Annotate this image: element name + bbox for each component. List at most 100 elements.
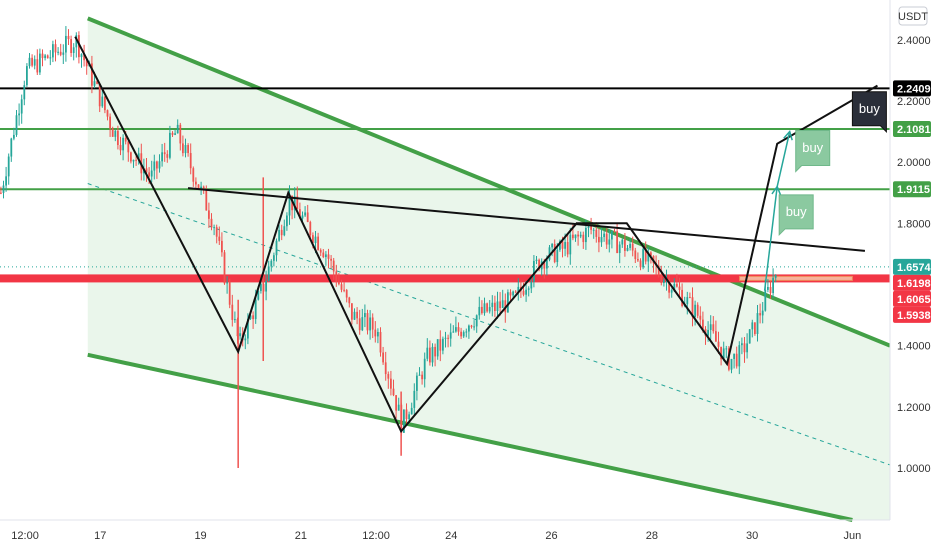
candle xyxy=(533,255,535,288)
price-tag: 1.9115 xyxy=(893,181,931,198)
candle xyxy=(62,44,65,64)
candle xyxy=(366,309,369,335)
candle xyxy=(712,316,715,334)
candle xyxy=(405,403,408,426)
candle xyxy=(306,204,309,223)
candle xyxy=(579,231,582,239)
candle xyxy=(226,276,228,294)
candle xyxy=(767,279,769,293)
candle xyxy=(104,96,106,114)
candle xyxy=(709,315,712,340)
price-tag: 1.6065 xyxy=(893,290,931,307)
candle xyxy=(153,154,156,180)
candle xyxy=(548,244,551,262)
candle xyxy=(426,338,429,362)
candle xyxy=(265,270,267,301)
currency-badge[interactable] xyxy=(898,6,928,26)
candle xyxy=(559,239,561,252)
candle xyxy=(309,220,312,239)
candle xyxy=(36,49,39,75)
candle xyxy=(371,313,374,339)
candle xyxy=(629,238,631,251)
candle xyxy=(639,258,642,271)
candle xyxy=(169,125,171,160)
candle xyxy=(351,303,353,325)
candle xyxy=(208,202,210,228)
candle xyxy=(91,55,93,94)
candle xyxy=(436,339,439,360)
buy-bubble[interactable]: buy xyxy=(778,194,814,237)
candlesticks xyxy=(0,26,777,468)
candle xyxy=(106,109,109,121)
candle xyxy=(413,383,416,416)
arrow-head xyxy=(783,130,793,141)
candle xyxy=(611,230,613,249)
candle xyxy=(397,397,400,411)
candle xyxy=(761,301,764,324)
candle xyxy=(512,290,514,298)
candle xyxy=(39,48,41,75)
candle xyxy=(215,224,218,244)
candle xyxy=(109,113,111,137)
candle xyxy=(754,322,756,336)
candle xyxy=(44,53,46,61)
price-tag-label: 1.5938 xyxy=(897,310,931,322)
candle xyxy=(387,371,390,389)
candle xyxy=(691,287,694,327)
candle xyxy=(317,232,319,251)
candle xyxy=(2,180,5,199)
candle xyxy=(733,353,735,369)
candle xyxy=(751,319,754,338)
candle xyxy=(187,143,189,157)
candle xyxy=(582,231,585,249)
candle xyxy=(738,341,741,375)
candle xyxy=(72,43,75,61)
candle xyxy=(174,129,176,136)
candle xyxy=(465,328,468,338)
candle xyxy=(392,379,395,397)
candle xyxy=(179,122,182,151)
candle xyxy=(361,308,364,332)
candle xyxy=(231,294,234,327)
candle xyxy=(345,288,348,303)
candle xyxy=(631,236,634,257)
channel-lower-line xyxy=(87,352,853,522)
candle xyxy=(613,228,616,233)
candle xyxy=(741,337,743,355)
time-tick-label: Jun xyxy=(844,530,862,542)
time-tick-label: 19 xyxy=(194,530,206,542)
candle xyxy=(184,138,187,158)
candle xyxy=(348,296,351,308)
projection-line xyxy=(763,186,778,291)
candle xyxy=(332,257,335,280)
candle xyxy=(421,371,423,385)
candle xyxy=(488,300,491,314)
price-tag: 2.1081 xyxy=(893,121,931,138)
candle xyxy=(730,358,733,374)
candle xyxy=(127,140,130,162)
candle xyxy=(377,328,379,344)
resistance-trendline xyxy=(187,187,866,252)
candle xyxy=(587,225,590,238)
candle xyxy=(163,142,166,162)
candle xyxy=(267,260,270,282)
candle xyxy=(28,53,31,69)
candle xyxy=(221,232,223,257)
candle xyxy=(460,327,462,340)
candle xyxy=(114,129,117,142)
buy-bubble[interactable]: buy xyxy=(851,91,887,133)
candle xyxy=(481,300,483,315)
candle xyxy=(694,300,696,326)
candle xyxy=(689,292,691,299)
candle xyxy=(670,288,673,298)
buy-bubble[interactable]: buy xyxy=(795,130,831,173)
candle xyxy=(176,119,179,134)
candle xyxy=(330,255,332,269)
candle xyxy=(660,265,663,286)
price-tag: 1.6574 xyxy=(893,258,932,275)
candle xyxy=(80,53,83,68)
candle xyxy=(270,259,273,272)
price-tick-label: 2.0000 xyxy=(897,157,931,169)
candle xyxy=(301,211,304,222)
candle xyxy=(478,296,481,320)
